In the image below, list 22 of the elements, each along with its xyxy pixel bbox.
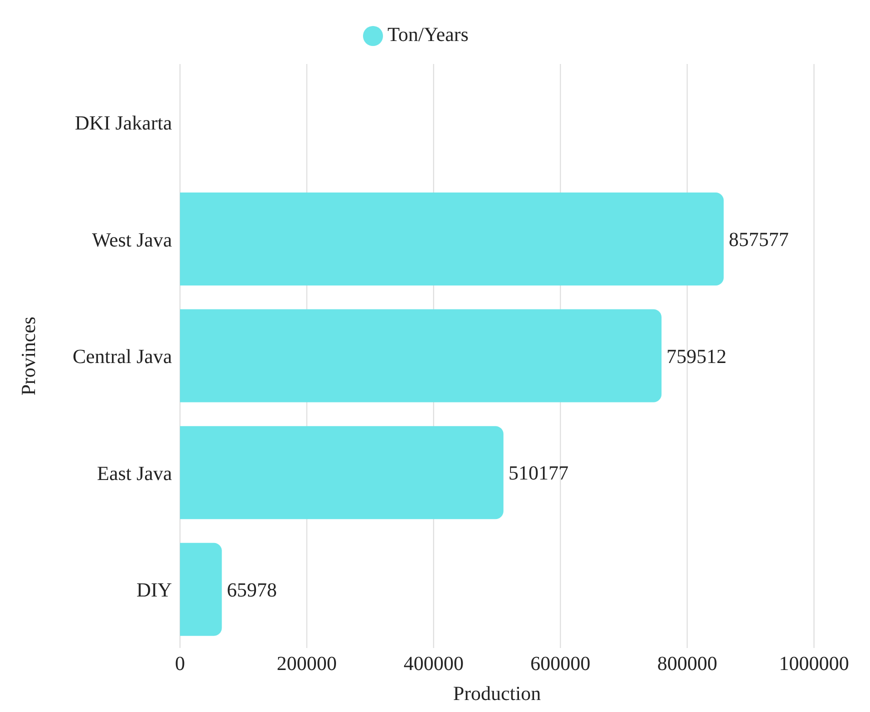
bar: [180, 426, 504, 520]
x-tick-label: 1000000: [779, 653, 849, 676]
y-tick-label: DIY: [136, 580, 172, 602]
x-axis-title: Production: [453, 683, 541, 705]
data-label: 857577: [728, 229, 789, 252]
x-tick-label: 0: [175, 653, 185, 676]
data-label: 65978: [226, 579, 277, 602]
y-tick-label: West Java: [92, 229, 172, 252]
x-tick-label: 800000: [657, 653, 718, 676]
bar: [180, 309, 662, 402]
x-tick-label: 600000: [530, 653, 590, 676]
data-label: 510177: [508, 462, 568, 485]
y-tick-label: DKI Jakarta: [74, 112, 172, 134]
data-label: 759512: [666, 346, 727, 368]
bar: [180, 192, 724, 286]
x-tick-label: 200000: [276, 653, 337, 676]
bar: [180, 542, 222, 636]
y-tick-label: East Java: [97, 462, 172, 485]
y-axis-title: Provinces: [18, 316, 40, 396]
legend-label: Ton/Years: [387, 24, 468, 46]
y-tick-label: Central Java: [72, 346, 172, 368]
x-tick-label: 400000: [404, 653, 464, 676]
